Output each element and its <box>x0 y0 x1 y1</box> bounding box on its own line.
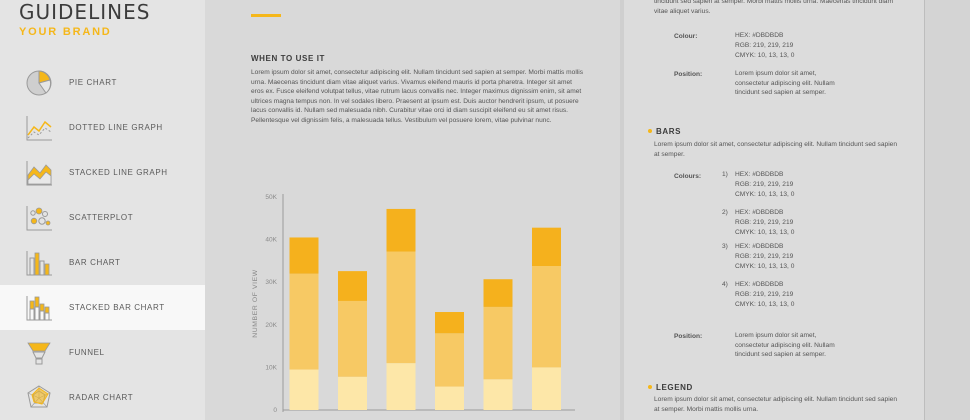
nav-label: DOTTED LINE GRAPH <box>69 123 163 132</box>
sidebar: GUIDELINES YOUR BRAND PIE CHART DOTTED L… <box>0 0 205 420</box>
chart-type-nav: PIE CHART DOTTED LINE GRAPH STACKED LINE… <box>0 60 205 420</box>
y-axis-label: NUMBER OF VIEW <box>252 269 259 337</box>
stacked-bar-chart-icon <box>24 293 54 323</box>
bar-segment <box>386 251 416 364</box>
main-content: WHEN TO USE IT Lorem ipsum dolor sit ame… <box>205 0 625 420</box>
bar-segment <box>338 376 367 410</box>
nav-label: FUNNEL <box>69 348 105 357</box>
bar-segment <box>289 273 319 370</box>
bar-segment <box>435 333 464 387</box>
nav-item-radar-chart[interactable]: RADAR CHART <box>0 375 205 420</box>
bar-segment <box>338 271 367 301</box>
colour-number: 4) <box>722 281 728 288</box>
nav-label: SCATTERPLOT <box>69 213 134 222</box>
scrollbar[interactable] <box>924 0 970 420</box>
panel-divider <box>620 0 624 420</box>
legend-title: LEGEND <box>656 383 693 392</box>
bar-segment <box>483 306 513 380</box>
brand-subtitle: YOUR BRAND <box>19 26 112 38</box>
colours-label: Colours: <box>674 173 702 180</box>
colour-hex: HEX: #DBDBDB <box>735 171 784 178</box>
bullet-icon <box>648 384 652 389</box>
y-tick-label: 30K <box>265 279 277 286</box>
colour-hex: HEX: #DBDBDB <box>735 209 784 216</box>
stacked-line-graph-icon <box>24 158 54 188</box>
y-tick-label: 20K <box>265 322 277 329</box>
legend-heading: LEGEND <box>648 383 693 392</box>
bar-segment <box>532 227 561 267</box>
radar-chart-icon <box>24 383 54 413</box>
colour-cmyk: CMYK: 10, 13, 13, 0 <box>735 191 795 198</box>
colour-rgb: RGB: 219, 219, 219 <box>735 181 794 188</box>
y-tick-label: 0 <box>273 407 277 414</box>
colour-hex: HEX: #DBDBDB <box>735 243 784 250</box>
position-label: Position: <box>674 71 703 78</box>
colour-cmyk: CMYK: 10, 13, 13, 0 <box>735 52 795 59</box>
nav-label: BAR CHART <box>69 258 121 267</box>
bar-segment <box>435 386 464 410</box>
bars-text: Lorem ipsum dolor sit amet, consectetur … <box>654 141 897 158</box>
bar-segment <box>435 312 464 334</box>
scatterplot-icon <box>24 203 54 233</box>
y-tick-label: 50K <box>265 194 277 201</box>
nav-label: STACKED LINE GRAPH <box>69 168 168 177</box>
nav-item-funnel[interactable]: FUNNEL <box>0 330 205 375</box>
y-tick-label: 40K <box>265 237 277 244</box>
nav-label: RADAR CHART <box>69 393 134 402</box>
bullet-icon <box>648 128 652 133</box>
bar-chart-icon <box>24 248 54 278</box>
bar-segment <box>532 266 561 368</box>
colour-rgb: RGB: 219, 219, 219 <box>735 291 794 298</box>
section-title: WHEN TO USE IT <box>251 54 326 63</box>
bar-segment <box>386 363 416 410</box>
nav-item-pie-chart[interactable]: PIE CHART <box>0 60 205 105</box>
nav-item-dotted-line-graph[interactable]: DOTTED LINE GRAPH <box>0 105 205 150</box>
colour-hex: HEX: #DBDBDB <box>735 32 784 39</box>
legend-text: Lorem ipsum dolor sit amet, consectetur … <box>654 396 897 413</box>
bar-segment <box>483 379 513 410</box>
section-paragraph: Lorem ipsum dolor sit amet, consectetur … <box>251 69 584 124</box>
bars-title: BARS <box>656 127 682 136</box>
nav-label: STACKED BAR CHART <box>69 303 165 312</box>
bars-position-label: Position: <box>674 333 703 340</box>
bar-segment <box>386 208 416 252</box>
colour-number: 1) <box>722 171 728 178</box>
y-tick-label: 10K <box>265 364 277 371</box>
nav-item-stacked-bar-chart[interactable]: STACKED BAR CHART <box>0 285 205 330</box>
stacked-bar-chart: 0 10K 20K 30K 40K 50K NUMBER OF VIEW <box>252 194 575 414</box>
bar-segment <box>532 367 561 410</box>
dotted-line-graph-icon <box>24 113 54 143</box>
colour-number: 2) <box>722 209 728 216</box>
colour-cmyk: CMYK: 10, 13, 13, 0 <box>735 229 795 236</box>
bars-heading: BARS <box>648 127 681 136</box>
nav-item-scatterplot[interactable]: SCATTERPLOT <box>0 195 205 240</box>
bar-segment <box>483 279 513 307</box>
pie-chart-icon <box>24 68 54 98</box>
scrollbar-track <box>924 0 925 420</box>
funnel-icon <box>24 338 54 368</box>
bars-position-text: Lorem ipsum dolor sit amet, consectetur … <box>735 332 835 359</box>
colour-rgb: RGB: 219, 219, 219 <box>735 219 794 226</box>
colour-rgb: RGB: 219, 219, 219 <box>735 42 794 49</box>
colour-cmyk: CMYK: 10, 13, 13, 0 <box>735 301 795 308</box>
nav-label: PIE CHART <box>69 78 117 87</box>
colour-hex: HEX: #DBDBDB <box>735 281 784 288</box>
nav-item-stacked-line-graph[interactable]: STACKED LINE GRAPH <box>0 150 205 195</box>
spec-panel: tincidunt sed sapien at semper. Morbi ma… <box>624 0 924 420</box>
colour-cmyk: CMYK: 10, 13, 13, 0 <box>735 263 795 270</box>
colour-number: 3) <box>722 243 728 250</box>
bar-segment <box>289 369 319 410</box>
spec-top-text: tincidunt sed sapien at semper. Morbi ma… <box>654 0 893 15</box>
bar-segment <box>289 237 319 274</box>
bar-segment <box>338 300 367 377</box>
accent-bar <box>251 14 281 17</box>
colour-label: Colour: <box>674 33 698 40</box>
brand-title: GUIDELINES <box>19 0 151 24</box>
colour-rgb: RGB: 219, 219, 219 <box>735 253 794 260</box>
position-text: Lorem ipsum dolor sit amet, consectetur … <box>735 70 835 97</box>
nav-item-bar-chart[interactable]: BAR CHART <box>0 240 205 285</box>
